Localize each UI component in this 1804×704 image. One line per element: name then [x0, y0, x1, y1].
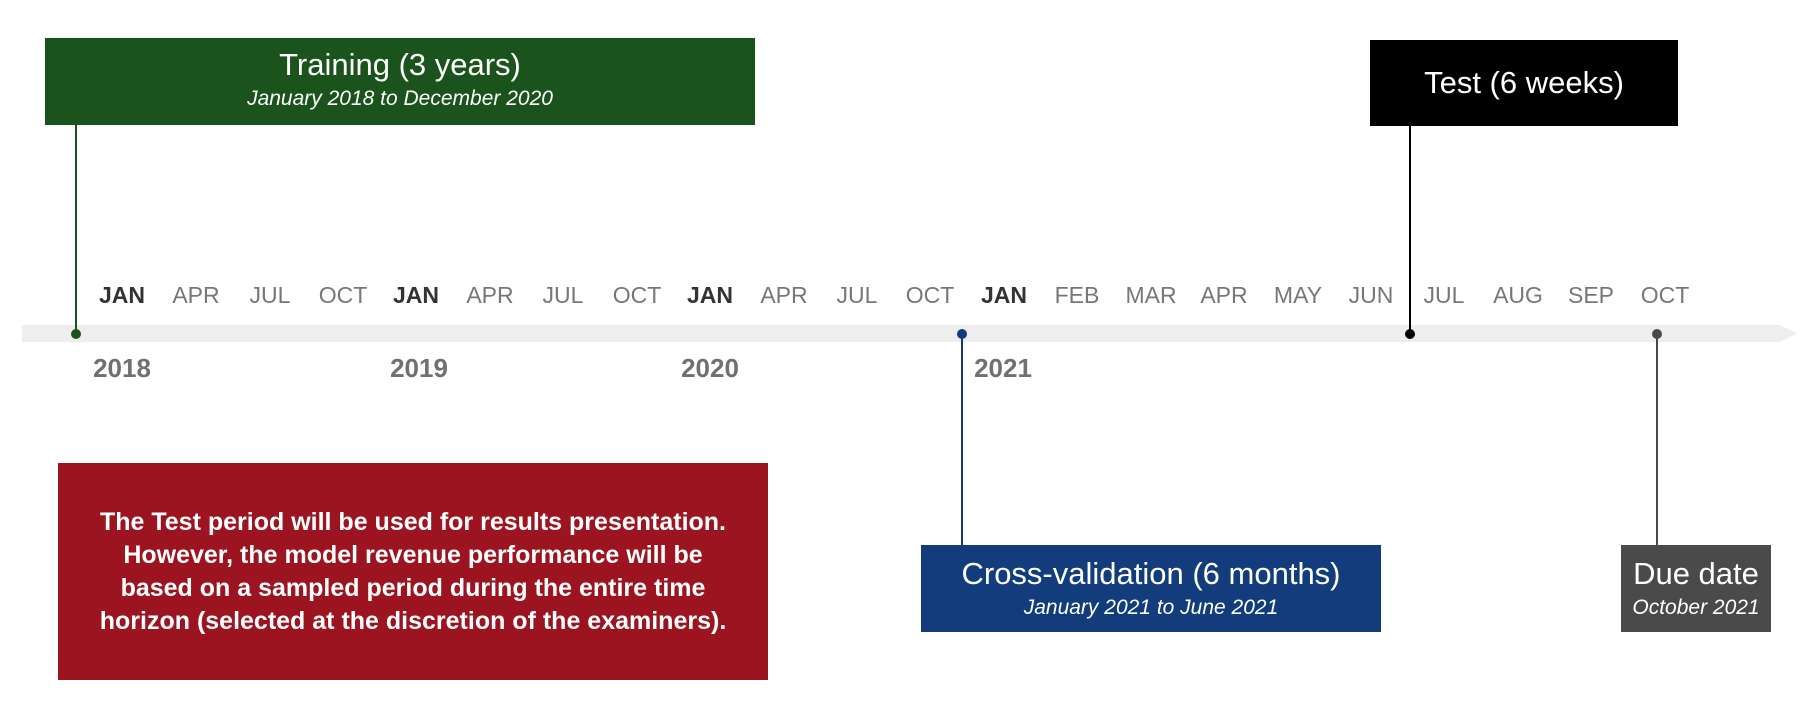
month-label: OCT	[1640, 282, 1690, 308]
training-title: Training (3 years)	[279, 46, 521, 82]
year-label: 2021	[974, 353, 1032, 383]
month-label: JAN	[392, 282, 439, 308]
cross-validation-title: Cross-validation (6 months)	[961, 555, 1341, 591]
month-label: APR	[760, 282, 808, 308]
month-label: APR	[466, 282, 514, 308]
training-box: Training (3 years) January 2018 to Decem…	[45, 38, 755, 125]
cross-validation-box: Cross-validation (6 months) January 2021…	[921, 545, 1381, 632]
month-label: JAN	[686, 282, 733, 308]
month-label: OCT	[612, 282, 662, 308]
due-date-box: Due date October 2021	[1621, 545, 1771, 632]
month-label: APR	[1200, 282, 1248, 308]
cross-validation-subtitle: January 2021 to June 2021	[1023, 595, 1279, 619]
month-label: AUG	[1493, 282, 1543, 308]
month-label: APR	[172, 282, 220, 308]
month-label: OCT	[318, 282, 368, 308]
test-box: Test (6 weeks)	[1370, 40, 1678, 126]
month-label: SEP	[1567, 282, 1615, 308]
year-label: 2020	[681, 353, 739, 383]
month-label: FEB	[1054, 282, 1100, 308]
due-date-marker	[1652, 329, 1662, 339]
month-label: JUL	[542, 282, 584, 308]
timeline-bar	[22, 325, 1797, 342]
month-label: JAN	[98, 282, 145, 308]
month-label: JAN	[980, 282, 1027, 308]
due-date-subtitle: October 2021	[1632, 595, 1760, 619]
month-label: JUN	[1348, 282, 1394, 308]
month-label: JUL	[836, 282, 878, 308]
month-label: OCT	[905, 282, 955, 308]
note-text: The Test period will be used for results…	[99, 507, 727, 635]
month-label: JUL	[249, 282, 291, 308]
note-box: The Test period will be used for results…	[58, 463, 768, 680]
test-marker	[1405, 329, 1415, 339]
training-subtitle: January 2018 to December 2020	[247, 86, 553, 110]
due-date-title: Due date	[1633, 555, 1759, 591]
test-title: Test (6 weeks)	[1424, 65, 1624, 100]
month-label: MAR	[1125, 282, 1177, 308]
cv-marker	[957, 329, 967, 339]
month-label: MAY	[1273, 282, 1323, 308]
year-label: 2019	[390, 353, 448, 383]
training-marker	[71, 329, 81, 339]
month-label: JUL	[1423, 282, 1465, 308]
year-label: 2018	[93, 353, 151, 383]
